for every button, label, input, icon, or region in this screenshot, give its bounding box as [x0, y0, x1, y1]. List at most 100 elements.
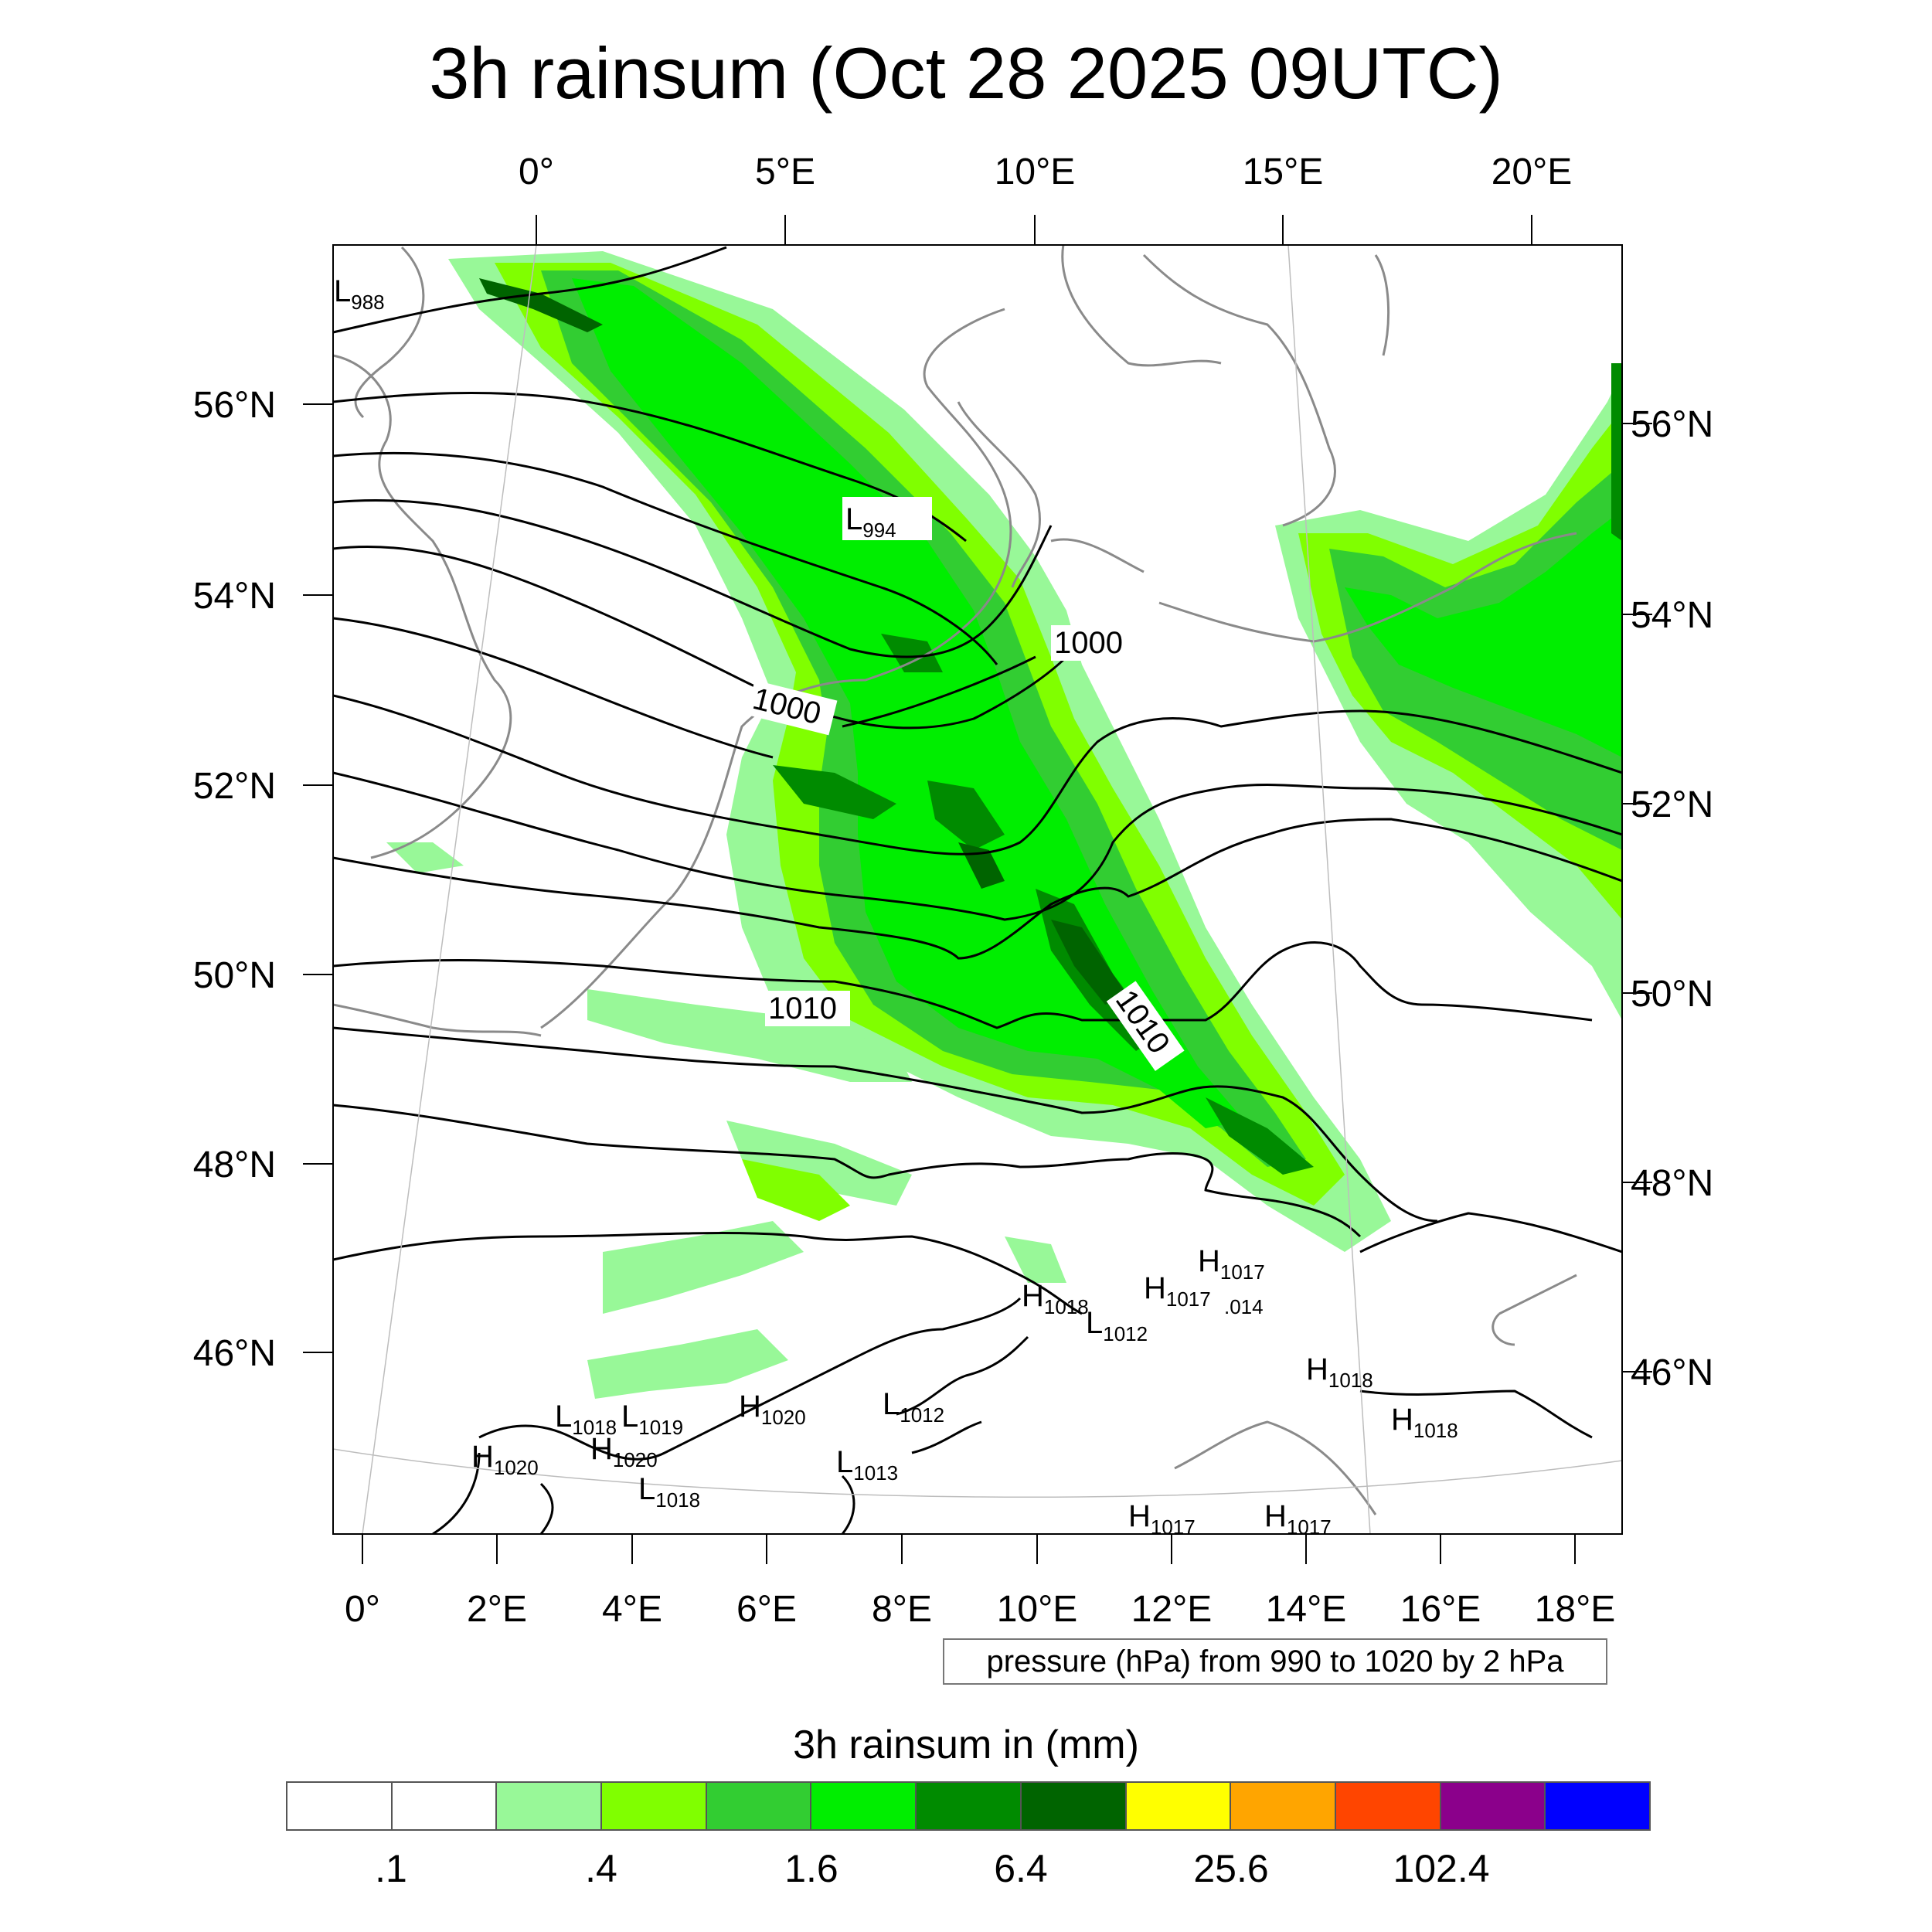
isobar-line — [896, 1335, 1029, 1454]
graticule — [333, 245, 1622, 1534]
pressure-center: H1017 — [1144, 1271, 1211, 1311]
pressure-center: H1018 — [1022, 1279, 1089, 1318]
isobar-line — [432, 1452, 855, 1534]
colorbar-box — [1231, 1783, 1336, 1829]
pressure-center-value: .014 — [1224, 1295, 1264, 1318]
colorbar-box — [602, 1783, 707, 1829]
pressure-center-value: 1012 — [900, 1403, 944, 1427]
colorbar-box — [287, 1783, 393, 1829]
isobar-line — [1359, 1389, 1593, 1439]
rain-area-dark — [773, 765, 896, 819]
isobar-line — [333, 498, 1053, 658]
rain-area-light — [386, 842, 464, 873]
pressure-center: H1018 — [1306, 1352, 1373, 1392]
top-tick-label: 10°E — [995, 151, 1076, 192]
pressure-center-letter: H — [1022, 1279, 1044, 1313]
meridian-line — [362, 245, 537, 1534]
coastline-croatia — [1492, 1274, 1577, 1346]
colorbar-box — [917, 1783, 1022, 1829]
rain-area-dark — [1611, 363, 1622, 541]
pressure-center-value: 1017 — [1151, 1515, 1196, 1539]
left-tick-label: 56°N — [193, 385, 276, 426]
meridian-line — [1287, 245, 1371, 1534]
pressure-center: L1019 — [621, 1400, 683, 1439]
pressure-center-value: 1019 — [638, 1416, 683, 1439]
pressure-center-value: 988 — [351, 291, 384, 314]
colorbar-box — [811, 1783, 917, 1829]
pressure-center-value: 1018 — [572, 1416, 617, 1439]
pressure-center: L1012 — [883, 1387, 944, 1427]
pressure-center-box — [842, 497, 932, 540]
pressure-center-letter: L — [334, 274, 351, 308]
map-title: 3h rainsum (Oct 28 2025 09UTC) — [429, 32, 1503, 114]
colorbar-label: .1 — [375, 1847, 407, 1890]
top-tick-label: 5°E — [755, 151, 815, 192]
left-tick-label: 52°N — [193, 766, 276, 807]
rain-area-light — [726, 1121, 912, 1206]
pressure-center-value: 1017 — [1287, 1515, 1332, 1539]
pressure-center-letter: L — [555, 1400, 572, 1434]
coastline-continent — [540, 308, 1012, 1029]
rain-band-east — [1275, 363, 1622, 1020]
rain-area-light — [603, 1221, 804, 1314]
pressure-center-value: 1013 — [853, 1461, 898, 1485]
pressure-center-value: 1018 — [1328, 1369, 1373, 1392]
right-tick-label: 46°N — [1631, 1352, 1713, 1393]
contour-label: 1010 — [768, 992, 837, 1026]
pressure-center-value: 1018 — [655, 1488, 700, 1512]
colorbar-box — [497, 1783, 603, 1829]
pressure-center-value: 1018 — [1044, 1295, 1089, 1318]
pressure-center-letter: H — [1391, 1403, 1413, 1437]
pressure-center-value: 1017 — [1166, 1287, 1211, 1311]
rain-streaks-southwest — [386, 842, 1066, 1399]
coastline-gotland — [1374, 254, 1390, 356]
pressure-centers: L988 L994 H1017 H1017 .014 H1018 L1012 H… — [334, 274, 1458, 1539]
coastline-sweden — [1142, 253, 1336, 527]
isobar-line — [478, 1297, 1022, 1461]
pressure-center: L994 — [845, 502, 896, 542]
precipitation-field — [386, 251, 1622, 1399]
map-frame — [332, 244, 1623, 1535]
top-tick-label: 20°E — [1492, 151, 1573, 192]
colorbar-label: 6.4 — [994, 1847, 1048, 1890]
isobar-line — [333, 1232, 1083, 1315]
pressure-center: H1020 — [590, 1432, 658, 1471]
rain-area-darker — [1051, 920, 1128, 1005]
colorbar-box — [1546, 1783, 1649, 1829]
parallel-line — [333, 1448, 1622, 1498]
isobar-line — [333, 1104, 1362, 1238]
pressure-center-letter: L — [1086, 1306, 1103, 1340]
right-axis: 56°N 54°N 52°N 50°N 48°N 46°N — [1631, 404, 1713, 1393]
rain-area-light — [587, 1329, 788, 1399]
contour-label-box: 1000 — [1051, 625, 1136, 661]
isobar-line — [333, 1026, 1438, 1223]
tick-marks — [303, 215, 1652, 1564]
pressure-center-value: 1017 — [1220, 1260, 1265, 1284]
colorbar-box — [1335, 1783, 1441, 1829]
pressure-center-letter: H — [1264, 1499, 1287, 1533]
right-tick-label: 56°N — [1631, 404, 1713, 445]
pressure-center-value: 994 — [862, 519, 896, 542]
contour-info-box: pressure (hPa) from 990 to 1020 by 2 hPa — [943, 1638, 1607, 1685]
pressure-center-letter: L — [836, 1445, 853, 1479]
pressure-center: H1017 — [1264, 1499, 1332, 1539]
pressure-center: H1018 — [1391, 1403, 1458, 1442]
bottom-tick-label: 4°E — [602, 1589, 662, 1630]
isobar-line — [333, 545, 1068, 730]
contour-label: 1000 — [1054, 626, 1123, 660]
coastlines — [333, 245, 1577, 1515]
pressure-center-letter: H — [739, 1389, 761, 1423]
pressure-center: H1020 — [739, 1389, 806, 1429]
rain-area-dark — [1206, 1097, 1314, 1175]
isobar-line — [333, 694, 1622, 855]
bottom-tick-label: 2°E — [467, 1589, 527, 1630]
pressure-center-letter: H — [471, 1440, 494, 1474]
bottom-tick-label: 6°E — [736, 1589, 797, 1630]
colorbar-box — [392, 1783, 498, 1829]
rain-area-light — [587, 989, 912, 1082]
colorbar-label: 25.6 — [1193, 1847, 1269, 1890]
rain-area-dark — [927, 781, 1005, 850]
isobar-line — [333, 617, 1036, 759]
left-tick-label: 54°N — [193, 576, 276, 617]
